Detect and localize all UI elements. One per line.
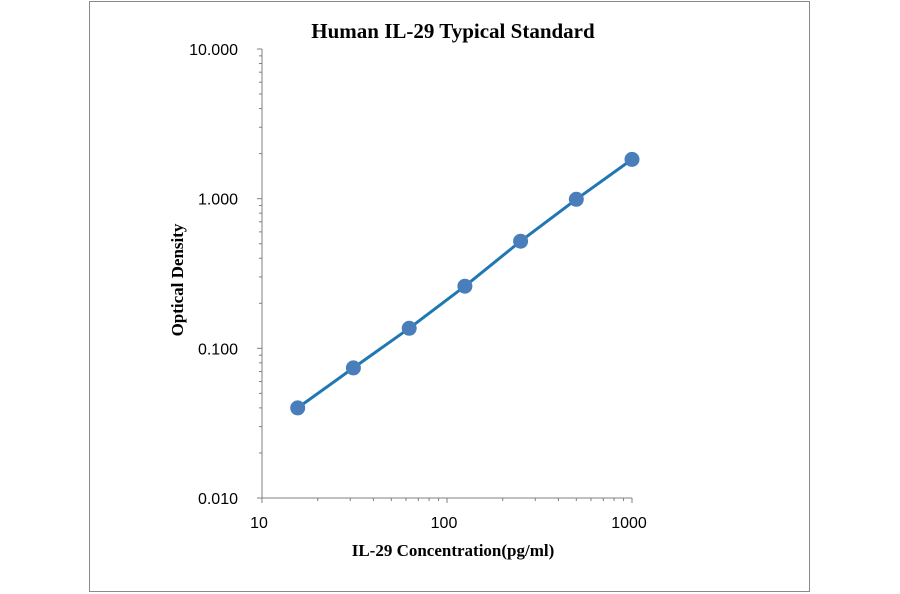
y-axis-ticks: 10.000 1.000 0.100 0.010	[189, 42, 262, 508]
x-tick-label: 100	[431, 515, 458, 532]
y-tick-label: 0.010	[198, 491, 238, 508]
y-tick-label: 0.100	[198, 341, 238, 358]
data-point	[345, 360, 361, 376]
x-tick-label: 1000	[611, 515, 647, 532]
data-point	[401, 320, 417, 336]
y-tick-label: 10.000	[189, 42, 238, 59]
y-axis-title: Optical Density	[168, 223, 187, 336]
x-tick-label: 10	[250, 515, 268, 532]
y-tick-label: 1.000	[198, 192, 238, 209]
data-point	[457, 278, 473, 294]
data-point	[290, 400, 306, 416]
x-axis-ticks: 10 100 1000	[250, 498, 647, 532]
x-axis-title: IL-29 Concentration(pg/ml)	[352, 541, 555, 560]
data-series	[290, 151, 640, 416]
data-point	[513, 233, 529, 249]
axes	[261, 49, 632, 499]
chart-title: Human IL-29 Typical Standard	[311, 19, 595, 43]
data-point	[624, 151, 640, 167]
data-point	[568, 191, 584, 207]
